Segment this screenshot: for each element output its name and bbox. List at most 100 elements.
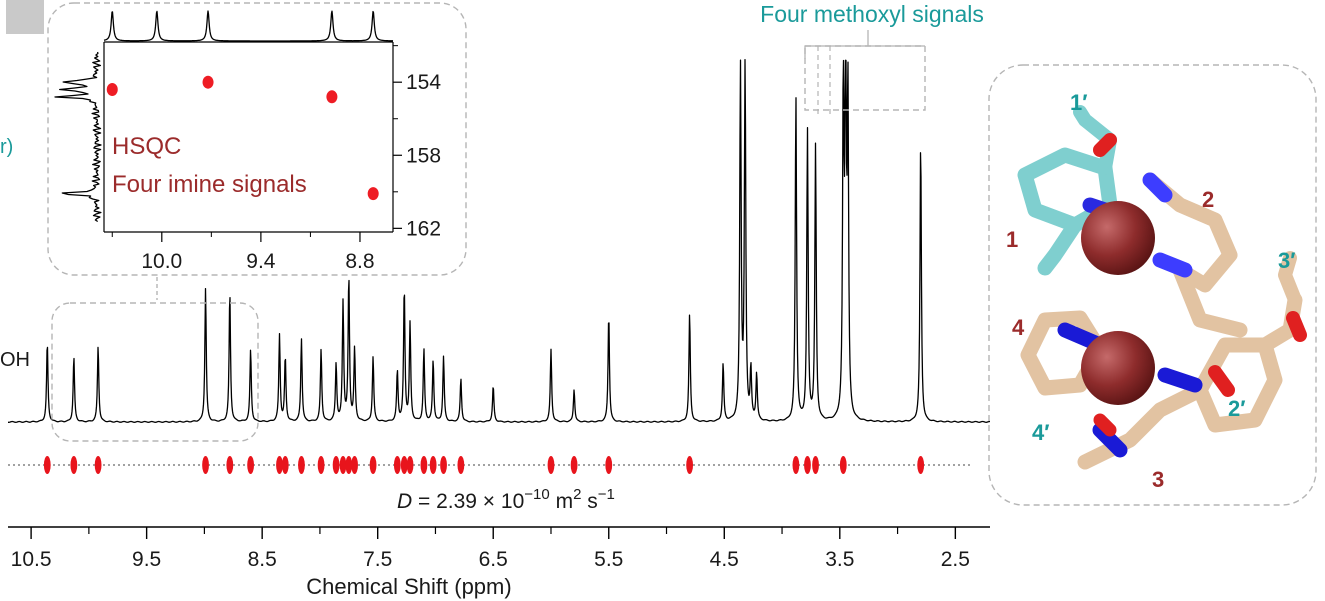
- x-tick-label-6: 4.5: [710, 548, 739, 571]
- dosy-spot-4: [226, 456, 234, 474]
- tan-ligand-link: [1172, 262, 1248, 338]
- dosy-spot-21: [457, 456, 465, 474]
- label-1-prime: 1′: [1070, 90, 1088, 115]
- hsqc-x-tick-label-0: 10.0: [141, 250, 182, 273]
- diffusion-D: D: [397, 490, 412, 513]
- left-partial-label-1: r): [0, 136, 13, 158]
- dosy-spot-18: [420, 456, 428, 474]
- hsqc-top-projection: [103, 10, 394, 42]
- dosy-spots: [43, 456, 925, 474]
- hsqc-left-projection: [54, 51, 102, 223]
- o-bond-4: [1093, 413, 1117, 437]
- dosy-spot-24: [605, 456, 613, 474]
- methoxyl-label: Four methoxyl signals: [760, 1, 984, 27]
- main-spectrum-trace: [7, 58, 991, 423]
- x-tick-label-2: 8.5: [248, 548, 277, 571]
- hsqc-y-tick-label-1: 158: [406, 144, 441, 167]
- x-tick-label-5: 5.5: [594, 548, 623, 571]
- dosy-spot-16: [400, 456, 408, 474]
- label-4-prime: 4′: [1032, 420, 1050, 445]
- x-tick-label-0: 10.5: [11, 548, 52, 571]
- dosy-spot-23: [570, 456, 578, 474]
- label-3: 3: [1152, 467, 1164, 492]
- hsqc-y-tick-label-0: 154: [406, 71, 441, 94]
- diffusion-units-exp2: −1: [598, 486, 615, 503]
- tan-ligand-bottom: [1077, 382, 1208, 470]
- tan-ligand-upper: [1142, 172, 1238, 293]
- dosy-spot-27: [804, 456, 811, 474]
- dosy-spot-12: [345, 456, 353, 474]
- x-tick-label-1: 9.5: [132, 548, 161, 571]
- x-tick-label-8: 2.5: [941, 548, 970, 571]
- diffusion-units: m: [550, 490, 573, 513]
- label-2-prime: 2′: [1228, 396, 1246, 421]
- dosy-spot-6: [276, 456, 283, 474]
- dosy-spot-14: [369, 456, 377, 474]
- hsqc-inset-box: [47, 2, 467, 276]
- teal-arm: [1037, 217, 1083, 276]
- dosy-spot-9: [317, 456, 325, 474]
- panel-label-box: [6, 0, 44, 34]
- label-4: 4: [1012, 315, 1025, 340]
- hsqc-points: [106, 75, 379, 201]
- hsqc-y-ticks: 154 158 162: [393, 45, 441, 240]
- left-partial-label-2: OH: [0, 349, 30, 371]
- dosy-spot-26: [792, 456, 800, 474]
- hsqc-y-tick-label-2: 162: [406, 217, 441, 240]
- dosy-spot-22: [547, 456, 555, 474]
- methoxyl-box: [804, 45, 926, 111]
- x-tick-label-3: 7.5: [363, 548, 392, 571]
- label-1: 1: [1006, 227, 1018, 252]
- dosy-spot-28: [812, 456, 819, 474]
- o-bond-2: [1286, 311, 1307, 342]
- n-bond-5: [1157, 367, 1203, 393]
- hsqc-point-1: [202, 75, 214, 89]
- hsqc-x-tick-label-2: 8.8: [345, 250, 374, 273]
- label-2: 2: [1202, 187, 1214, 212]
- label-3-prime: 3′: [1278, 248, 1296, 273]
- dosy-spot-10: [332, 456, 340, 474]
- dosy-spot-17: [406, 456, 414, 474]
- o-bond-3: [1208, 365, 1235, 397]
- dosy-spot-3: [202, 456, 209, 474]
- x-axis-title: Chemical Shift (ppm): [306, 574, 511, 599]
- hsqc-x-tick-label-1: 9.4: [246, 250, 276, 273]
- dosy-spot-5: [247, 456, 255, 474]
- molecular-structure-panel: 1′ 2 1 3′ 4 2′ 4′ 3: [988, 64, 1317, 506]
- n-bond-2: [1142, 172, 1173, 203]
- metal-ion-upper: [1081, 201, 1155, 275]
- hsqc-x-ticks: 10.0 9.4 8.8: [111, 232, 375, 273]
- tan-ring-lower-left: [1020, 310, 1108, 396]
- hsqc-point-3: [367, 187, 379, 201]
- dosy-spot-11: [339, 456, 347, 474]
- x-tick-label-4: 6.5: [479, 548, 508, 571]
- imine-region-box: [51, 302, 259, 442]
- teal-methoxy: [1073, 105, 1117, 175]
- dosy-spot-30: [917, 456, 925, 474]
- hsqc-point-2: [326, 90, 338, 104]
- dosy-spot-7: [281, 456, 289, 474]
- o-bond-1: [1093, 133, 1117, 157]
- metal-ion-lower: [1081, 331, 1155, 405]
- dosy-spot-25: [686, 456, 694, 474]
- methoxyl-bracket: [804, 45, 925, 59]
- n-bond-6: [1092, 422, 1128, 458]
- n-bond-3: [1152, 252, 1193, 278]
- dosy-spot-2: [94, 456, 102, 474]
- dosy-spot-19: [429, 456, 437, 474]
- diffusion-units-exp1: 2: [573, 486, 581, 503]
- diffusion-exponent: −10: [524, 486, 549, 503]
- dosy-spot-20: [440, 456, 447, 474]
- structure-box: [988, 64, 1317, 506]
- structure-bonds: [1017, 105, 1307, 470]
- x-tick-label-7: 3.5: [825, 548, 854, 571]
- diffusion-text: = 2.39 × 10: [412, 490, 524, 513]
- dosy-spot-1: [70, 456, 78, 474]
- dosy-spot-0: [43, 456, 51, 474]
- diffusion-coefficient-label: D = 2.39 × 10−10 m2 s−1: [397, 486, 615, 513]
- dosy-spot-29: [839, 456, 847, 474]
- dosy-spot-13: [351, 456, 358, 474]
- dosy-spot-8: [298, 456, 305, 474]
- diffusion-units-tail: s: [581, 490, 597, 513]
